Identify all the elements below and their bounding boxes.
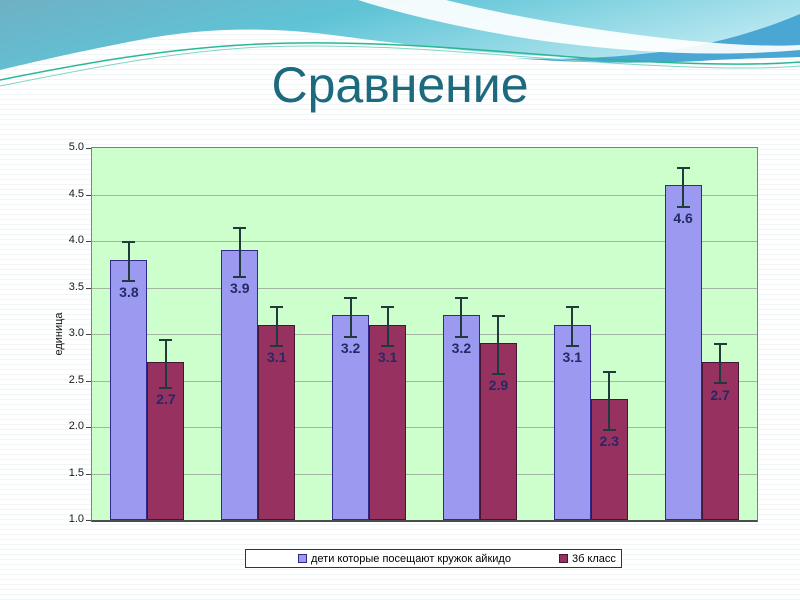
bar-series1: [664, 185, 702, 520]
bar-series2: [701, 361, 739, 520]
bar-value-label: 2.3: [599, 433, 619, 449]
error-bar: [565, 306, 579, 348]
banner-green-line: [0, 42, 800, 81]
bar-value-label: 4.6: [673, 209, 693, 226]
error-bar: [159, 338, 173, 390]
slide-title: Сравнение: [271, 57, 529, 113]
legend-swatch-series1: [298, 554, 307, 563]
error-bar: [381, 306, 395, 348]
bar-value-label: 3.1: [562, 349, 582, 366]
gridline: [92, 287, 757, 289]
chart-legend: дети которые посещают кружок айкидо 3б к…: [245, 549, 622, 568]
bar-value-label: 3.1: [267, 349, 287, 366]
error-bar: [491, 315, 505, 376]
y-tick-label: 2.5: [68, 373, 84, 386]
bar-series1: [221, 250, 259, 520]
legend-label-series1: дети которые посещают кружок айкидо: [311, 552, 511, 565]
gridline: [92, 427, 757, 428]
bar-series1: [332, 315, 370, 520]
error-bar-stem: [719, 345, 722, 383]
plot-area: 3.8 3.9 3.2 3.2 3.1 4.6 2.7 3.1 3.1 2.9 2.3 2.7: [91, 147, 758, 522]
error-bar-stem: [164, 340, 167, 388]
y-tick-label: 1.5: [68, 466, 84, 479]
error-bar: [676, 166, 690, 208]
bar-value-label: 3.1: [377, 349, 398, 366]
error-bar-stem: [238, 229, 241, 276]
legend-entry-series2: 3б класс: [558, 552, 616, 565]
banner-teal-band: [0, 0, 800, 70]
y-tick-mark: [86, 473, 91, 475]
gridline: [92, 473, 757, 475]
bar-series2: [147, 361, 185, 520]
y-tick-mark: [86, 427, 91, 428]
error-bar-stem: [127, 243, 130, 281]
error-bar-stem: [386, 308, 389, 346]
y-tick-mark: [86, 334, 91, 335]
error-bar: [122, 241, 136, 283]
error-bar-stem: [460, 298, 463, 336]
y-tick-label: 4.0: [68, 234, 84, 246]
error-bar: [713, 343, 727, 385]
error-bar: [602, 371, 616, 431]
error-bar-stem: [349, 298, 352, 336]
bar-series1: [553, 324, 591, 520]
y-tick-mark: [86, 194, 91, 196]
bar-value-label: 3.8: [119, 284, 139, 301]
y-tick-label: 4.5: [68, 187, 84, 200]
y-tick-label: 5.0: [68, 141, 84, 153]
gridline: [92, 241, 757, 242]
error-bar-stem: [682, 168, 685, 206]
y-tick-label: 3.0: [68, 327, 84, 339]
error-bar: [270, 306, 284, 348]
y-tick-mark: [86, 241, 91, 242]
decorative-wave-banner: [0, 0, 800, 87]
y-tick-mark: [86, 287, 91, 289]
bar-series1: [442, 315, 480, 520]
y-tick-label: 3.5: [68, 280, 84, 293]
y-tick-mark: [86, 380, 91, 382]
error-bar-stem: [571, 308, 574, 346]
banner-white-swoosh: [358, 0, 800, 54]
bar-value-label: 2.7: [156, 391, 176, 408]
bar-value-label: 3.2: [340, 340, 361, 356]
bar-series2: [258, 324, 296, 520]
bar-value-label: 2.9: [488, 377, 509, 394]
error-bar-stem: [275, 308, 278, 346]
error-bar: [454, 296, 468, 338]
bar-series1: [110, 259, 148, 520]
legend-entry-series1: дети которые посещают кружок айкидо: [298, 553, 511, 565]
y-tick-mark: [86, 148, 91, 149]
gridline: [92, 380, 757, 382]
error-bar: [344, 296, 358, 338]
error-bar: [233, 227, 247, 278]
y-tick-label: 1.0: [68, 513, 84, 525]
gridline: [92, 334, 757, 335]
y-tick-mark: [86, 520, 91, 521]
gridline: [92, 194, 757, 196]
legend-swatch-series2: [558, 554, 568, 563]
bar-value-label: 3.9: [230, 279, 250, 296]
error-bar-stem: [497, 317, 500, 374]
bar-series2: [369, 324, 407, 520]
bar-value-label: 2.7: [710, 386, 730, 403]
bar-value-label: 3.2: [451, 340, 472, 356]
y-tick-label: 2.0: [68, 420, 84, 432]
banner-green-line-light: [0, 45, 800, 87]
legend-label-series2: 3б класс: [571, 552, 616, 565]
error-bar-stem: [608, 373, 611, 429]
